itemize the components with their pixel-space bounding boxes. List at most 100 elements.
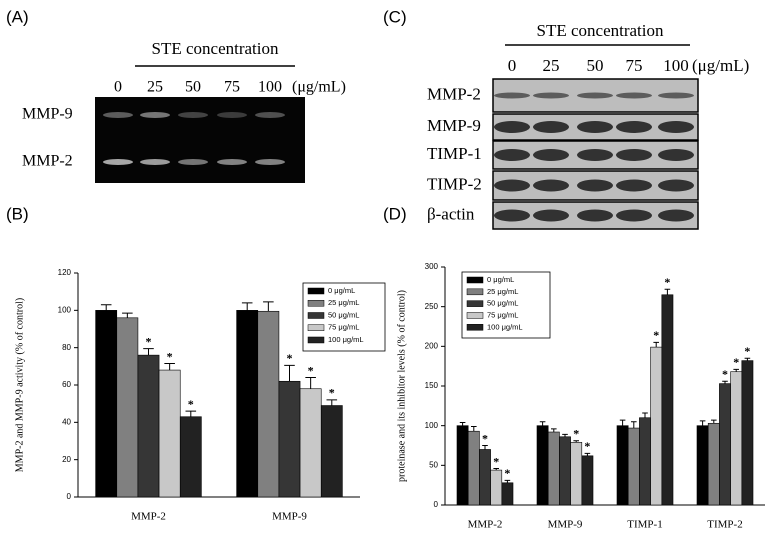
x-tick-label: TIMP-1 (627, 519, 662, 531)
bar (559, 436, 571, 506)
bar (257, 310, 280, 498)
significance-mark: * (146, 334, 152, 348)
gel-band (178, 112, 208, 118)
error-bar (493, 468, 499, 471)
gel-band (178, 159, 208, 165)
blot-band (616, 149, 652, 161)
legend-swatch (466, 288, 484, 296)
x-tick-label: MMP-9 (548, 519, 583, 531)
significance-mark: * (722, 367, 728, 381)
row-label: TIMP-2 (427, 174, 482, 193)
legend-label: 100 μg/mL (328, 335, 364, 344)
bar (179, 416, 202, 498)
error-bar (482, 445, 488, 450)
blot-band (658, 121, 694, 133)
legend-label: 75 μg/mL (328, 323, 359, 332)
error-bar (539, 421, 546, 426)
concentration-label: 75 (224, 79, 240, 96)
panel-label: (A) (6, 7, 29, 26)
error-bar (733, 368, 739, 372)
legend-swatch (307, 336, 325, 344)
gel-band (103, 112, 133, 118)
legend-swatch (466, 312, 484, 319)
blot-band (616, 179, 652, 192)
x-tick-label: MMP-2 (468, 519, 503, 531)
gel-band (103, 159, 133, 165)
blot-band (658, 92, 694, 99)
significance-mark: * (482, 431, 488, 445)
error-bar (143, 348, 154, 356)
error-bar (164, 363, 175, 371)
bar (661, 294, 674, 506)
error-bar (664, 288, 671, 295)
y-tick-label: 100 (425, 421, 439, 430)
significance-mark: * (308, 363, 314, 377)
unit-label: (μg/mL) (692, 56, 749, 75)
blot-band (494, 121, 530, 133)
legend-swatch (466, 300, 484, 307)
bar (719, 383, 731, 506)
blot-band (577, 149, 613, 161)
error-bar (471, 425, 477, 432)
blot-band (533, 179, 569, 192)
legend-swatch (307, 287, 325, 295)
significance-mark: * (493, 454, 499, 468)
blot-band (494, 149, 530, 161)
bar (116, 317, 139, 498)
panel-label: (C) (383, 7, 407, 26)
y-tick-label: 300 (425, 262, 439, 271)
blot-band (658, 179, 694, 192)
blot-band (577, 179, 613, 192)
gel-band (217, 112, 247, 118)
significance-mark: * (188, 397, 194, 411)
significance-mark: * (287, 351, 293, 365)
unit-label: (μg/mL) (292, 79, 346, 96)
blot-band (616, 209, 652, 222)
error-bar (305, 377, 316, 389)
y-tick-label: 120 (58, 268, 72, 277)
error-bar (642, 412, 648, 418)
bar (741, 360, 754, 506)
row-label: MMP-9 (22, 106, 73, 123)
gel-band (255, 112, 285, 118)
error-bar (284, 364, 295, 382)
error-bar (263, 301, 274, 312)
bar (639, 417, 651, 506)
legend-swatch (307, 299, 325, 307)
y-axis-label: MMP-2 and MMP-9 activity (% of control) (14, 298, 25, 472)
legend-label: 25 μg/mL (328, 298, 359, 307)
y-tick-label: 20 (62, 455, 71, 464)
bar (278, 380, 301, 498)
row-label: TIMP-1 (427, 144, 482, 163)
error-bar (711, 419, 717, 424)
x-tick-label: MMP-9 (272, 511, 307, 523)
error-bar (573, 440, 579, 443)
blot-band (533, 92, 569, 99)
blot-band (494, 179, 530, 192)
significance-mark: * (167, 349, 173, 363)
blot-band (533, 209, 569, 222)
blot-header: STE concentration (537, 21, 664, 40)
bar (490, 469, 503, 506)
row-label: MMP-2 (427, 84, 481, 103)
y-tick-label: 150 (425, 381, 439, 390)
y-tick-label: 200 (425, 341, 439, 350)
y-tick-label: 100 (58, 305, 72, 314)
error-bar (562, 433, 568, 437)
error-bar (722, 380, 728, 384)
significance-mark: * (733, 355, 739, 369)
bar (650, 346, 663, 506)
row-label: MMP-2 (22, 153, 73, 170)
bar (479, 449, 491, 506)
bar (236, 310, 259, 498)
panel-label: (D) (383, 204, 407, 223)
error-bar (326, 399, 338, 406)
significance-mark: * (584, 439, 590, 453)
y-tick-label: 40 (62, 417, 71, 426)
blots (492, 78, 699, 230)
legend-label: 50 μg/mL (328, 310, 359, 319)
blot-band (533, 121, 569, 133)
blot-band (616, 92, 652, 99)
concentration-label: 0 (114, 79, 122, 96)
blot-band (577, 121, 613, 133)
